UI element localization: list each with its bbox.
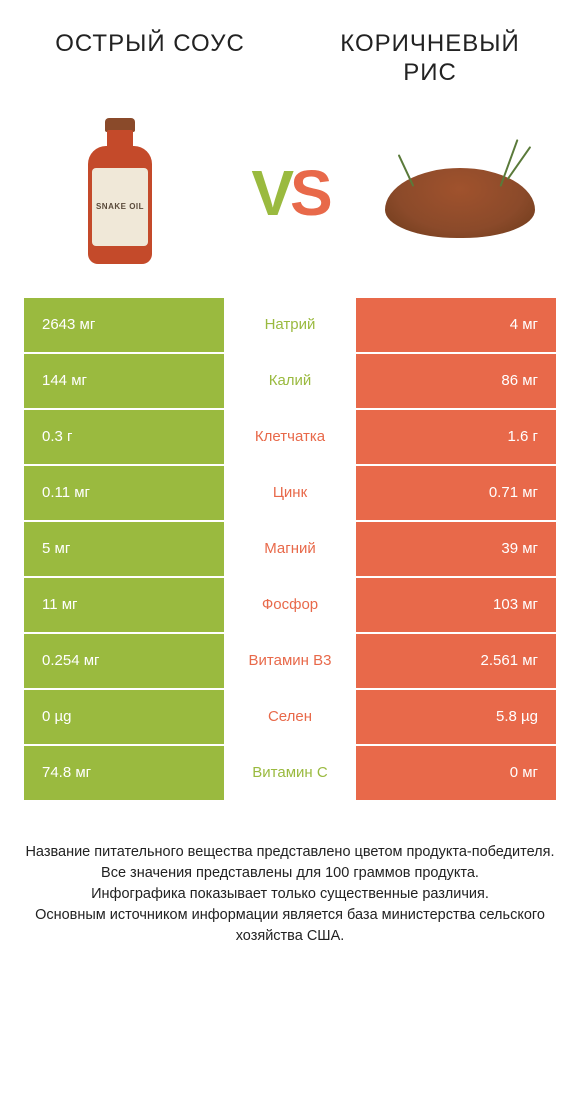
- nutrient-name-cell: Магний: [224, 522, 356, 576]
- nutrient-name-cell: Клетчатка: [224, 410, 356, 464]
- footer-line: Все значения представлены для 100 граммо…: [20, 863, 560, 884]
- header-row: ОСТРЫЙ СОУС КОРИЧНЕВЫЙ РИС: [0, 0, 580, 98]
- nutrient-name-cell: Витамин C: [224, 746, 356, 800]
- nutrient-name-cell: Селен: [224, 690, 356, 744]
- table-row: 0 µgСелен5.8 µg: [24, 690, 556, 744]
- table-row: 0.254 мгВитамин B32.561 мг: [24, 634, 556, 688]
- nutrient-name-cell: Натрий: [224, 298, 356, 352]
- right-value-cell: 0.71 мг: [356, 466, 556, 520]
- right-value-cell: 4 мг: [356, 298, 556, 352]
- left-value-cell: 5 мг: [24, 522, 224, 576]
- table-row: 74.8 мгВитамин C0 мг: [24, 746, 556, 800]
- vs-label: VS: [251, 156, 328, 230]
- table-row: 0.3 гКлетчатка1.6 г: [24, 410, 556, 464]
- right-value-cell: 1.6 г: [356, 410, 556, 464]
- left-value-cell: 0.254 мг: [24, 634, 224, 688]
- footer-notes: Название питательного вещества представл…: [0, 802, 580, 947]
- left-value-cell: 74.8 мг: [24, 746, 224, 800]
- right-value-cell: 0 мг: [356, 746, 556, 800]
- footer-line: Инфографика показывает только существенн…: [20, 884, 560, 905]
- table-row: 5 мгМагний39 мг: [24, 522, 556, 576]
- footer-line: Название питательного вещества представл…: [20, 842, 560, 863]
- left-value-cell: 0 µg: [24, 690, 224, 744]
- bottle-illustration: SNAKE OIL: [85, 118, 155, 268]
- bottle-brand: SNAKE OIL: [96, 202, 144, 211]
- images-row: SNAKE OIL VS: [0, 98, 580, 298]
- left-product-title: ОСТРЫЙ СОУС: [40, 30, 260, 88]
- footer-line: Основным источником информации является …: [20, 905, 560, 947]
- nutrient-name-cell: Цинк: [224, 466, 356, 520]
- rice-illustration: [380, 148, 540, 238]
- nutrient-name-cell: Фосфор: [224, 578, 356, 632]
- left-value-cell: 11 мг: [24, 578, 224, 632]
- table-row: 2643 мгНатрий4 мг: [24, 298, 556, 352]
- nutrient-name-cell: Калий: [224, 354, 356, 408]
- left-value-cell: 0.3 г: [24, 410, 224, 464]
- left-value-cell: 144 мг: [24, 354, 224, 408]
- nutrient-name-cell: Витамин B3: [224, 634, 356, 688]
- right-product-image: [380, 113, 540, 273]
- right-value-cell: 103 мг: [356, 578, 556, 632]
- right-value-cell: 2.561 мг: [356, 634, 556, 688]
- left-product-image: SNAKE OIL: [40, 113, 200, 273]
- table-row: 11 мгФосфор103 мг: [24, 578, 556, 632]
- table-row: 144 мгКалий86 мг: [24, 354, 556, 408]
- table-row: 0.11 мгЦинк0.71 мг: [24, 466, 556, 520]
- right-value-cell: 39 мг: [356, 522, 556, 576]
- comparison-table: 2643 мгНатрий4 мг144 мгКалий86 мг0.3 гКл…: [0, 298, 580, 800]
- right-product-title: КОРИЧНЕВЫЙ РИС: [320, 30, 540, 88]
- right-value-cell: 5.8 µg: [356, 690, 556, 744]
- right-value-cell: 86 мг: [356, 354, 556, 408]
- left-value-cell: 2643 мг: [24, 298, 224, 352]
- left-value-cell: 0.11 мг: [24, 466, 224, 520]
